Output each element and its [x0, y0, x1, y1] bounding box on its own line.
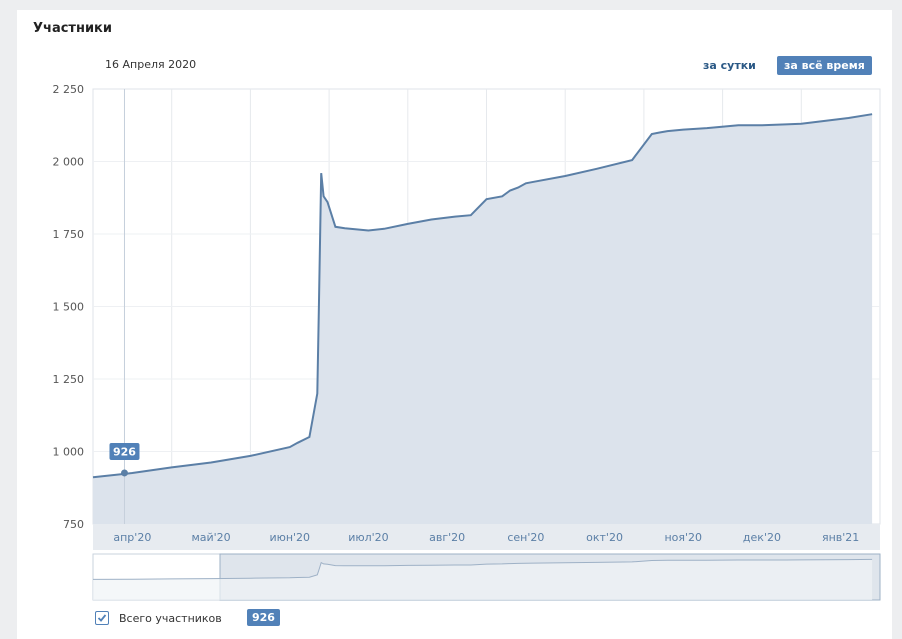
y-tick-label: 2 000 — [53, 156, 85, 169]
selected-point-value: 926 — [113, 445, 136, 458]
selected-point-tooltip — [109, 442, 140, 460]
x-axis-band — [93, 524, 880, 550]
hover-date-label: 16 Апреля 2020 — [105, 58, 197, 71]
series-line — [92, 113, 873, 479]
widget-title: Участники — [33, 21, 112, 36]
y-tick-label: 1 250 — [53, 373, 85, 386]
x-axis-labels: апр'20 май'20 июн'20 июл'20 авг'20 сен'20 окт'… — [113, 531, 859, 544]
y-tick-label: 750 — [63, 518, 84, 531]
y-tick-label: 1 500 — [53, 301, 85, 314]
navigator[interactable] — [92, 553, 881, 601]
navigator-area — [93, 559, 873, 600]
navigator-line — [92, 558, 873, 580]
period-all-time-button[interactable]: за всё время — [777, 56, 872, 75]
x-tick-label: апр'20 — [113, 531, 151, 544]
series-area — [93, 114, 873, 524]
x-tick-label: сен'20 — [507, 531, 544, 544]
x-tick-label: дек'20 — [743, 531, 781, 544]
period-day-button[interactable]: за сутки — [703, 59, 756, 72]
y-axis-labels: 750 1 000 1 250 1 500 1 750 2 000 2 250 — [53, 83, 85, 531]
series-toggle-checkbox[interactable] — [95, 611, 109, 625]
x-tick-label: окт'20 — [586, 531, 623, 544]
x-tick-label: авг'20 — [429, 531, 465, 544]
x-tick-label: июл'20 — [348, 531, 388, 544]
y-tick-label: 1 000 — [53, 446, 85, 459]
y-tick-label: 2 250 — [53, 83, 85, 96]
x-tick-label: ноя'20 — [664, 531, 702, 544]
x-tick-label: янв'21 — [822, 531, 859, 544]
selected-point-marker — [120, 469, 128, 477]
legend-value-badge: 926 — [247, 609, 280, 626]
y-tick-label: 1 750 — [53, 228, 85, 241]
legend-label: Всего участников — [119, 612, 222, 625]
x-tick-label: июн'20 — [269, 531, 310, 544]
checkmark-icon — [97, 614, 107, 622]
x-tick-label: май'20 — [191, 531, 230, 544]
